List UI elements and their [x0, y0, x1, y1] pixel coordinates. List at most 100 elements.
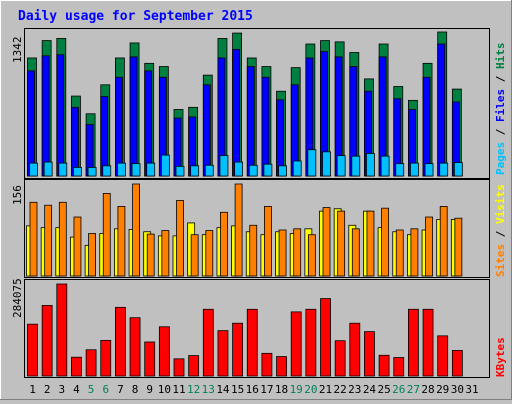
legend-sep-2: / [494, 69, 507, 89]
bar-sites-day-5 [88, 233, 96, 277]
bar-kbytes-day-19 [290, 311, 302, 377]
bar-pages-day-14 [219, 155, 229, 177]
bar-pages-day-22 [336, 155, 346, 177]
x-label-day-5: 5 [88, 383, 95, 396]
bar-pages-day-13 [204, 164, 214, 177]
x-label-day-14: 14 [216, 383, 230, 396]
bar-kbytes-day-3 [56, 283, 68, 377]
bar-files-day-9 [144, 70, 153, 177]
x-label-day-10: 10 [158, 383, 171, 396]
bar-sites-day-24 [366, 210, 375, 277]
bar-kbytes-day-9 [144, 341, 156, 377]
x-label-day-22: 22 [334, 383, 347, 396]
bar-files-day-3 [56, 54, 65, 177]
bar-files-day-16 [246, 66, 255, 177]
bar-kbytes-day-8 [129, 317, 141, 377]
bar-pages-day-15 [234, 161, 244, 177]
bar-files-day-29 [437, 43, 446, 177]
bar-kbytes-day-1 [27, 323, 38, 377]
bar-kbytes-day-27 [407, 308, 419, 377]
bar-pages-day-5 [87, 167, 97, 177]
bar-kbytes-day-2 [41, 304, 53, 377]
x-label-day-6: 6 [102, 383, 109, 396]
x-label-day-26: 26 [392, 383, 405, 396]
bar-kbytes-day-7 [115, 306, 126, 377]
x-label-day-21: 21 [319, 383, 332, 396]
bar-files-day-1 [27, 70, 35, 177]
bar-kbytes-day-21 [320, 298, 331, 377]
bar-kbytes-day-22 [334, 340, 346, 377]
bar-kbytes-day-12 [188, 355, 200, 377]
bar-pages-day-1 [29, 162, 38, 177]
legend-visits-sites: Sites / Visits [494, 184, 507, 277]
bar-pages-day-11 [175, 165, 185, 177]
bar-kbytes-day-15 [232, 322, 244, 377]
bar-pages-day-18 [278, 165, 287, 177]
bar-files-day-7 [115, 76, 123, 177]
x-label-day-3: 3 [58, 383, 65, 396]
bar-files-day-15 [232, 48, 241, 177]
chart-title: Daily usage for September 2015 [18, 9, 253, 24]
bar-sites-day-20 [307, 234, 316, 277]
x-label-day-19: 19 [290, 383, 303, 396]
x-label-day-4: 4 [73, 383, 80, 396]
x-label-day-17: 17 [260, 383, 273, 396]
legend-kbytes-group: KBytes [494, 337, 507, 377]
x-label-day-9: 9 [146, 383, 153, 396]
bar-sites-day-26 [395, 229, 404, 277]
x-label-day-13: 13 [202, 383, 215, 396]
x-label-day-25: 25 [377, 383, 390, 396]
legend-hits: Hits [494, 43, 507, 70]
bar-sites-day-18 [278, 229, 287, 277]
bar-sites-day-7 [117, 206, 126, 277]
ymax-label-visits: 156 [11, 185, 24, 205]
x-label-day-31: 31 [465, 383, 478, 396]
bar-sites-day-19 [293, 228, 302, 277]
bar-sites-day-10 [161, 230, 170, 277]
bar-files-day-6 [100, 96, 109, 177]
ymax-label-hits: 1342 [11, 37, 24, 64]
bar-kbytes-day-29 [437, 335, 449, 377]
bar-files-day-18 [276, 99, 284, 177]
bar-kbytes-day-26 [393, 357, 405, 377]
bar-sites-day-3 [58, 201, 67, 277]
bar-files-day-28 [422, 76, 431, 177]
bar-kbytes-day-28 [422, 308, 434, 377]
bar-sites-day-16 [249, 224, 258, 277]
svg-text:Sites / Visits: Sites / Visits [494, 184, 507, 277]
bar-sites-day-11 [176, 200, 184, 277]
chart-bars [26, 31, 463, 377]
x-label-day-30: 30 [451, 383, 464, 396]
bar-pages-day-28 [424, 163, 434, 177]
bar-kbytes-day-23 [349, 322, 361, 377]
bar-kbytes-day-25 [378, 354, 390, 377]
legend-visits: Visits [494, 184, 507, 224]
x-label-day-16: 16 [246, 383, 259, 396]
legend-sep-1: / [494, 122, 507, 142]
bar-pages-day-19 [292, 160, 302, 177]
bar-pages-day-20 [307, 149, 317, 177]
bar-kbytes-day-13 [202, 308, 214, 377]
bar-sites-day-28 [425, 216, 433, 277]
bar-files-day-13 [202, 84, 211, 177]
bar-sites-day-13 [205, 230, 214, 277]
bar-pages-day-7 [117, 162, 126, 177]
bar-files-day-2 [41, 55, 50, 177]
bar-kbytes-day-16 [246, 308, 258, 377]
bar-pages-day-29 [439, 162, 449, 177]
bar-sites-day-9 [146, 233, 155, 277]
bar-sites-day-2 [44, 204, 53, 277]
bar-files-day-4 [71, 106, 79, 177]
legend-pages: Pages [494, 142, 507, 175]
bar-sites-day-14 [220, 211, 228, 277]
x-label-day-28: 28 [421, 383, 434, 396]
svg-text:Pages / Files / Hits: Pages / Files / Hits [494, 43, 507, 176]
bar-sites-day-12 [190, 234, 199, 277]
bar-pages-day-4 [73, 167, 82, 177]
bar-sites-day-29 [439, 206, 448, 277]
bar-pages-day-6 [102, 165, 112, 177]
x-label-day-27: 27 [407, 383, 420, 396]
bar-kbytes-day-18 [276, 356, 287, 377]
